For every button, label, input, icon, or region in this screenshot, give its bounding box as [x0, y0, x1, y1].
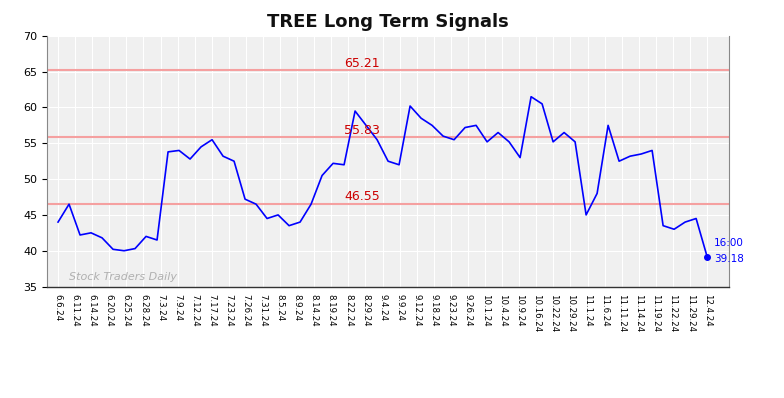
- Text: Stock Traders Daily: Stock Traders Daily: [69, 272, 177, 282]
- Title: TREE Long Term Signals: TREE Long Term Signals: [267, 14, 509, 31]
- Text: 39.18: 39.18: [713, 254, 743, 264]
- Text: 46.55: 46.55: [344, 190, 379, 203]
- Text: 55.83: 55.83: [344, 124, 380, 137]
- Text: 16:00: 16:00: [713, 238, 743, 248]
- Text: 65.21: 65.21: [344, 57, 379, 70]
